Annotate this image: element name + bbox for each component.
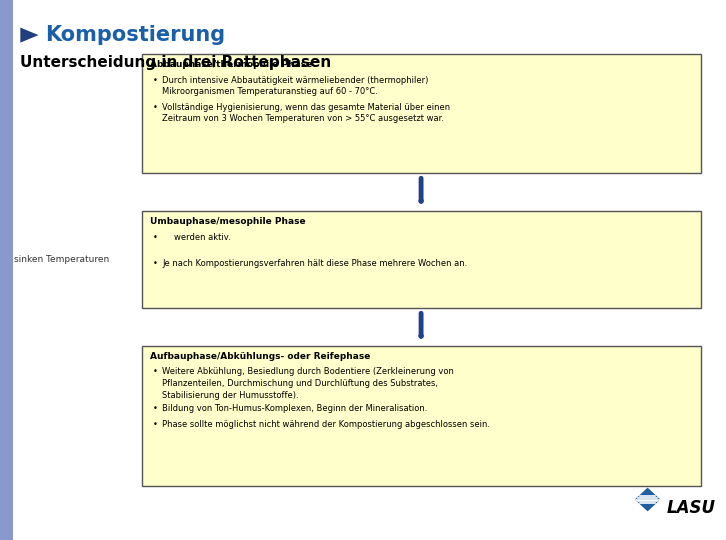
Text: Pflanzenteilen, Durchmischung und Durchlüftung des Substrates,: Pflanzenteilen, Durchmischung und Durchl… (162, 379, 438, 388)
Text: Weitere Abkühlung, Besiedlung durch Bodentiere (Zerkleinerung von: Weitere Abkühlung, Besiedlung durch Bode… (162, 367, 454, 376)
Text: •: • (152, 103, 158, 112)
Text: LASU: LASU (666, 498, 715, 517)
Text: Phase sollte möglichst nicht während der Kompostierung abgeschlossen sein.: Phase sollte möglichst nicht während der… (162, 420, 490, 429)
Text: Kompostierung: Kompostierung (45, 25, 225, 45)
Text: Mikroorganismen Temperaturanstieg auf 60 - 70°C.: Mikroorganismen Temperaturanstieg auf 60… (162, 87, 378, 97)
Text: Aufbauphase/Abkühlungs- oder Reifephase: Aufbauphase/Abkühlungs- oder Reifephase (150, 352, 371, 361)
Text: Je nach Kompostierungsverfahren hält diese Phase mehrere Wochen an.: Je nach Kompostierungsverfahren hält die… (162, 259, 467, 268)
Text: •: • (152, 367, 158, 376)
Text: Zeitraum von 3 Wochen Temperaturen von > 55°C ausgesetzt war.: Zeitraum von 3 Wochen Temperaturen von >… (162, 114, 444, 124)
Text: •: • (152, 404, 158, 413)
Text: Vollständige Hygienisierung, wenn das gesamte Material über einen: Vollständige Hygienisierung, wenn das ge… (162, 103, 450, 112)
Text: •: • (152, 259, 158, 268)
Text: •: • (152, 76, 158, 85)
Text: sinken Temperaturen: sinken Temperaturen (14, 255, 110, 264)
Polygon shape (20, 28, 38, 43)
Text: Stabilisierung der Humusstoffe).: Stabilisierung der Humusstoffe). (162, 391, 298, 400)
Text: Unterscheidung in drei Rottephasen: Unterscheidung in drei Rottephasen (20, 55, 332, 70)
Text: Umbauphase/mesophile Phase: Umbauphase/mesophile Phase (150, 217, 306, 226)
Text: Abbauphase/thermophile Phase: Abbauphase/thermophile Phase (150, 60, 312, 70)
FancyBboxPatch shape (142, 211, 701, 308)
Text: •: • (152, 233, 158, 242)
Text: Durch intensive Abbautätigkeit wärmeliebender (thermophiler): Durch intensive Abbautätigkeit wärmelieb… (162, 76, 428, 85)
Bar (0, 0, 13, 540)
Text: werden aktiv.: werden aktiv. (174, 233, 231, 242)
FancyBboxPatch shape (142, 346, 701, 486)
Text: •: • (152, 420, 158, 429)
Text: Bildung von Ton-Humus-Komplexen, Beginn der Mineralisation.: Bildung von Ton-Humus-Komplexen, Beginn … (162, 404, 428, 413)
FancyBboxPatch shape (142, 54, 701, 173)
Polygon shape (635, 488, 661, 511)
